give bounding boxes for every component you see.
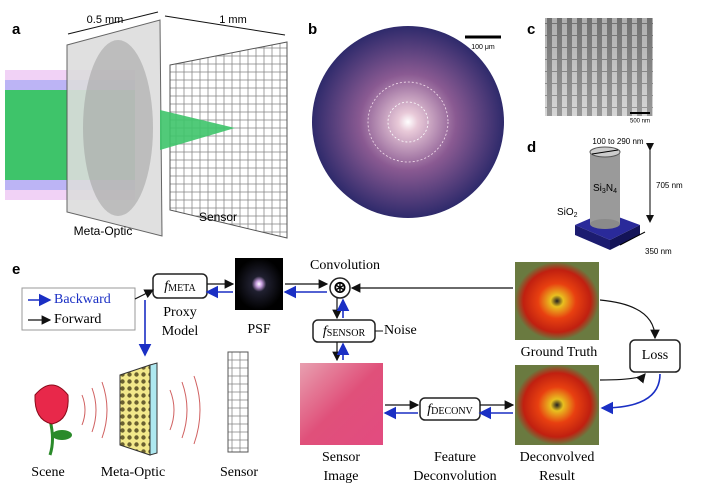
- dimension-label: 1 mm: [219, 14, 247, 26]
- symbol: f: [427, 402, 433, 417]
- f-meta: fMETA: [164, 279, 196, 294]
- subscript: SENSOR: [327, 328, 366, 339]
- deconvolved-label: Deconvolved: [520, 450, 595, 465]
- sensor: [227, 351, 249, 453]
- optic-label: Meta-Optic: [74, 224, 133, 238]
- pillar-label: Si3N4: [593, 183, 617, 195]
- subscript: 4: [613, 188, 617, 195]
- pitch-label: 350 nm: [645, 247, 672, 256]
- panel-label: a: [12, 21, 21, 38]
- ground-truth-image: [515, 262, 599, 340]
- psf-label: PSF: [247, 322, 271, 337]
- substrate-label: SiO2: [557, 207, 578, 219]
- panel-label: d: [527, 139, 536, 156]
- legend-label: Forward: [54, 312, 101, 327]
- convolution-operator: [329, 277, 351, 299]
- lens-ring: [387, 101, 429, 143]
- substrate-side: [610, 225, 640, 250]
- text-part: Si: [593, 183, 602, 194]
- subscript: 2: [574, 212, 578, 219]
- convolution-label: Convolution: [310, 258, 380, 273]
- dimension-line: [591, 149, 619, 155]
- rose-bloom: [34, 384, 69, 425]
- sensor-label: Sensor: [220, 465, 258, 480]
- proxy-label: Model: [162, 324, 199, 339]
- deconvolved-image: [515, 365, 599, 445]
- arrow: [599, 373, 646, 384]
- pillar: [590, 152, 620, 224]
- psf-image: [235, 258, 283, 310]
- panel-label: b: [308, 21, 317, 38]
- meta-optic-edge: [149, 362, 158, 456]
- sensor-image-label: Image: [324, 469, 359, 484]
- sensor-grid: [169, 41, 288, 239]
- operator-symbol: ⊛: [333, 280, 346, 297]
- scale-label: 500 nm: [630, 119, 650, 125]
- subscript: 3: [602, 188, 606, 195]
- sem-shading: [545, 18, 653, 116]
- dimension-line: [67, 11, 159, 35]
- panel-b: b 100 μm: [308, 21, 504, 218]
- sensor-image-label: Sensor: [322, 450, 360, 465]
- symbol: f: [323, 324, 329, 339]
- panel-e: e Backward Forward fMETA Proxy Model PSF…: [12, 258, 681, 484]
- arrow: [600, 373, 661, 415]
- meta-optic-pattern: [83, 40, 153, 216]
- loss-label: Loss: [642, 348, 668, 363]
- proxy-label: Proxy: [163, 305, 196, 320]
- text-part: N: [606, 183, 613, 194]
- rose-leaf: [52, 430, 72, 440]
- scene-label: Scene: [31, 465, 64, 480]
- f-deconv: fDECONV: [427, 402, 473, 417]
- dimension-line: [619, 231, 646, 246]
- substrate-side: [575, 225, 610, 250]
- lens-image: [312, 26, 504, 218]
- ground-truth-label: Ground Truth: [521, 345, 598, 360]
- scale-label: 100 μm: [471, 44, 495, 51]
- diameter-label: 100 to 290 nm: [592, 137, 643, 146]
- rose-stem: [48, 419, 54, 456]
- subscript: META: [168, 283, 196, 294]
- waves: [81, 375, 201, 445]
- dimension-label: 0.5 mm: [87, 14, 124, 26]
- height-label: 705 nm: [656, 181, 683, 190]
- panel-a: a 0.5 mm 1 mm Meta-Optic Sensor: [5, 11, 288, 239]
- focused-beam: [160, 110, 235, 150]
- arrow: [599, 299, 660, 340]
- panel-c: c 500 nm: [527, 18, 653, 125]
- pillar-base: [590, 219, 620, 229]
- deconvolution-label: Deconvolution: [413, 469, 496, 484]
- text-part: SiO: [557, 207, 574, 218]
- legend-label: Backward: [54, 292, 111, 307]
- subscript: DECONV: [431, 406, 473, 417]
- f-sensor: fSENSOR: [323, 324, 366, 339]
- arrow: [134, 289, 155, 300]
- symbol: f: [164, 279, 170, 294]
- sensor-image: [300, 363, 383, 445]
- noise-label: Noise: [384, 323, 417, 338]
- loss-box: [629, 339, 681, 373]
- panel-d: d 100 to 290 nm Si3N4 SiO2 705 nm 350 nm: [527, 137, 683, 256]
- sensor-label: Sensor: [199, 210, 237, 224]
- deconvolution-label: Feature: [434, 450, 476, 465]
- meta-optic: [119, 364, 151, 456]
- panel-label: c: [527, 21, 535, 38]
- panel-label: e: [12, 261, 20, 278]
- lens-ring: [367, 81, 449, 163]
- deconvolved-label: Result: [539, 469, 575, 484]
- meta-optic-label: Meta-Optic: [101, 465, 166, 480]
- dimension-line: [164, 15, 286, 36]
